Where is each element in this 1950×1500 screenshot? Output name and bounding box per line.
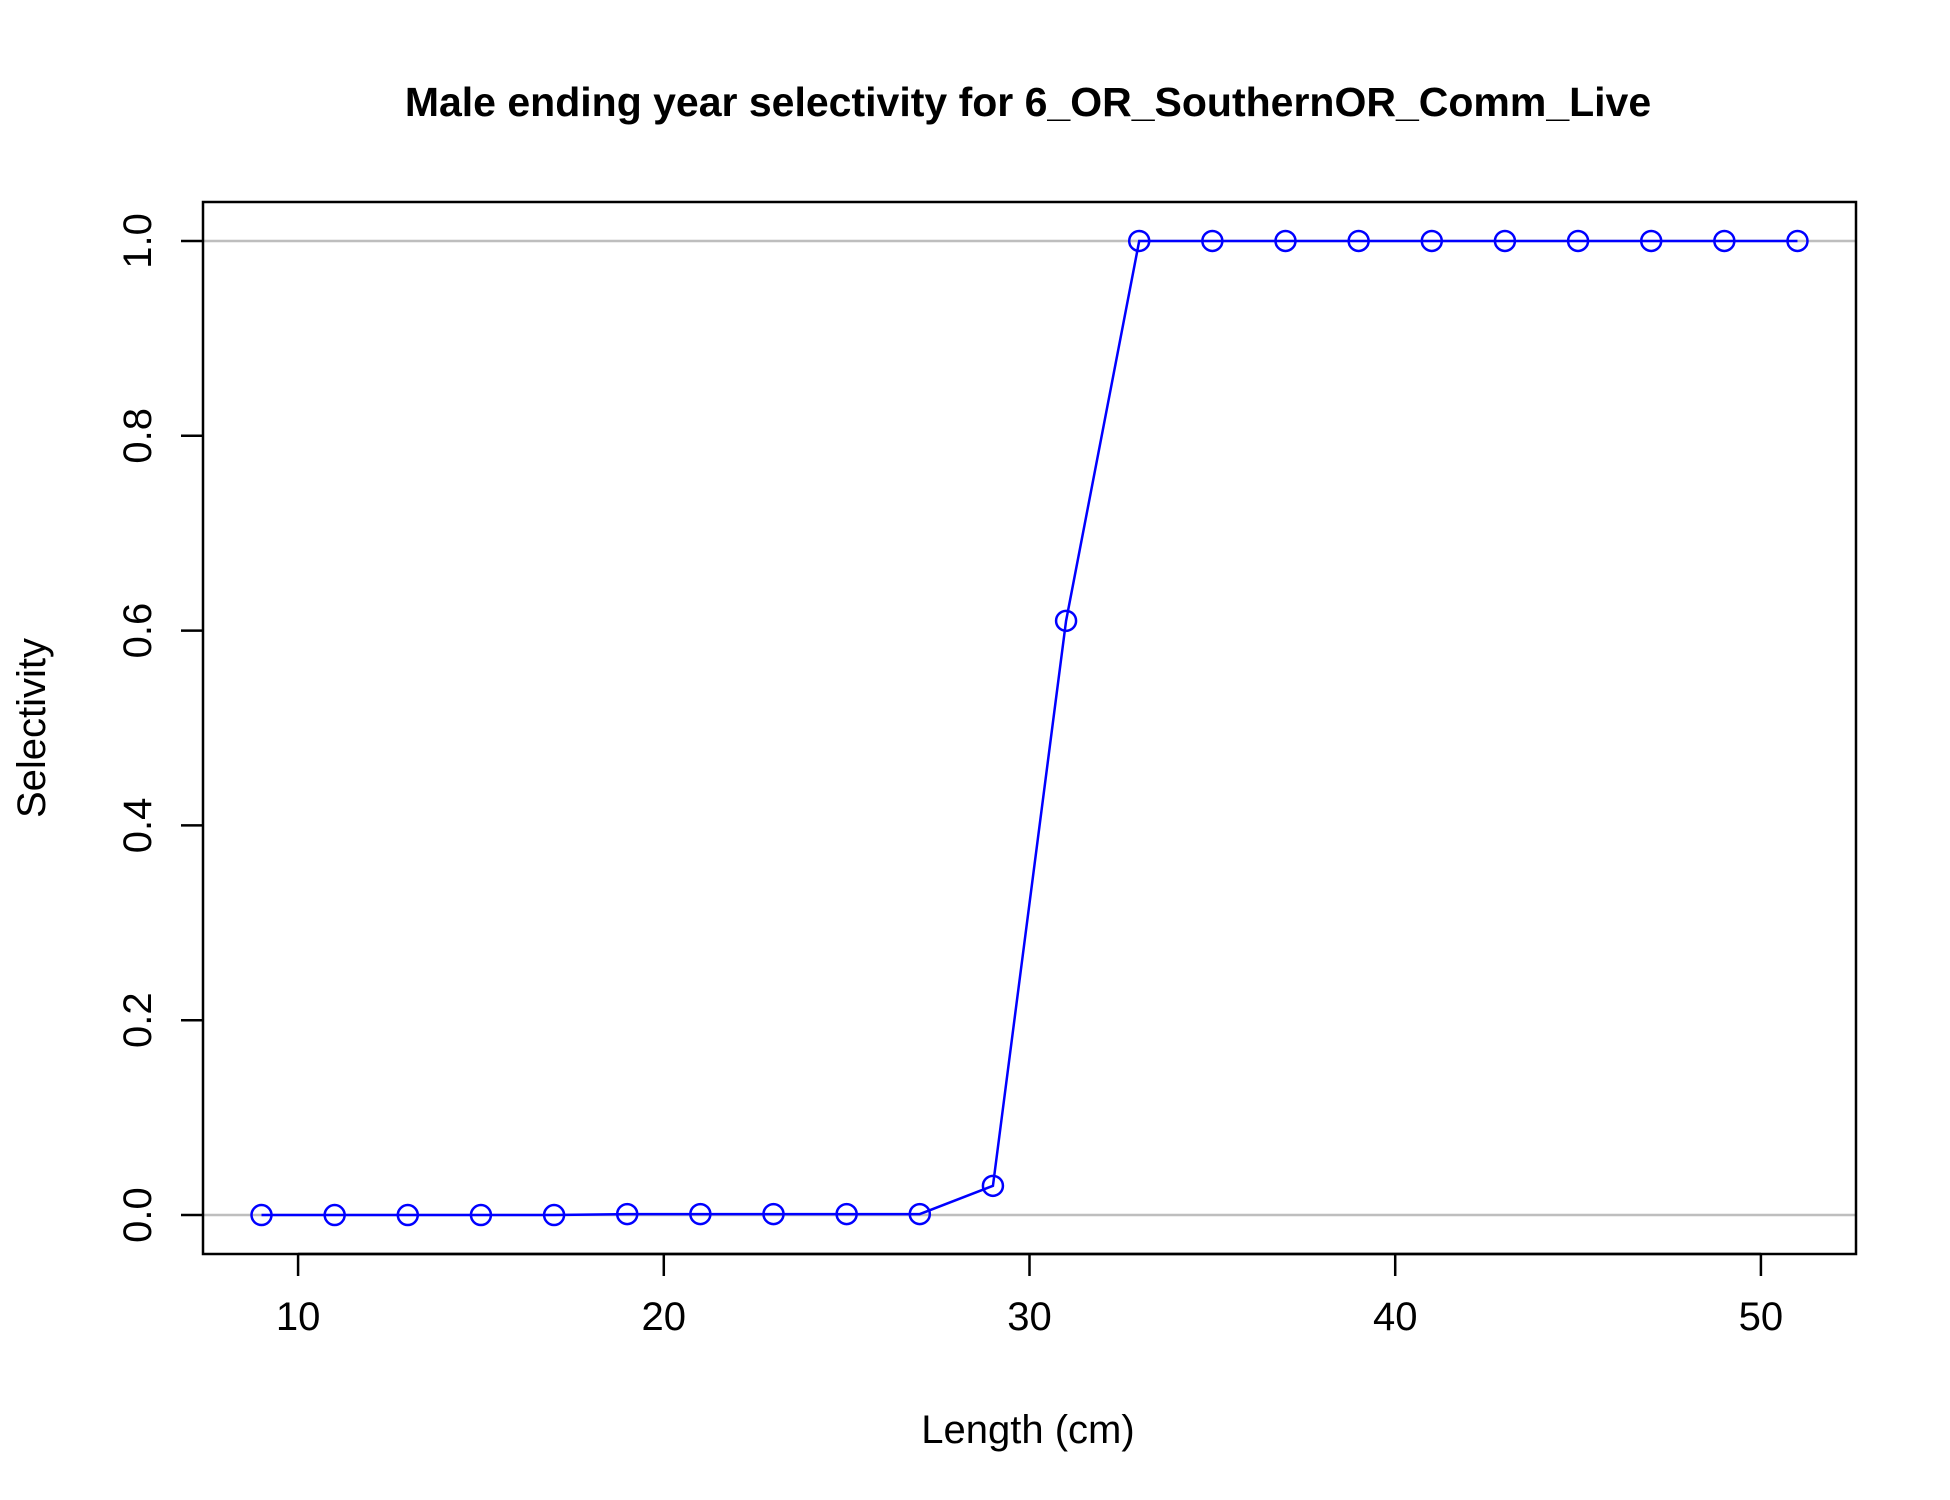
- data-point-0: [250, 1203, 273, 1227]
- x-tick-label-2: 30: [1007, 1295, 1052, 1339]
- y-tick-label-2: 0.4: [116, 798, 160, 854]
- series-line-0: [261, 239, 1798, 1217]
- plot-frame: [201, 200, 1858, 1256]
- y-tick-label-3: 0.6: [116, 603, 160, 659]
- y-axis: 0.0 0.2 0.4 0.6 0.8 1.0: [116, 213, 203, 1243]
- data-point-19: [1639, 229, 1663, 253]
- x-axis-title: Length (cm): [921, 1408, 1134, 1452]
- data-point-18: [1566, 229, 1590, 253]
- y-tick-label-0: 0.0: [116, 1187, 160, 1243]
- data-point-12: [1127, 229, 1151, 253]
- x-tick-label-3: 40: [1373, 1295, 1418, 1339]
- data-point-10: [981, 1174, 1005, 1198]
- data-point-16: [1420, 229, 1444, 253]
- x-tick-label-0: 10: [276, 1295, 321, 1339]
- reference-lines: [203, 239, 1856, 1217]
- data-point-21: [1786, 229, 1809, 253]
- y-tick-label-4: 0.8: [116, 408, 160, 464]
- series-layer: [250, 229, 1809, 1227]
- y-tick-label-5: 1.0: [116, 213, 160, 269]
- x-axis: 10 20 30 40 50: [276, 1252, 1784, 1339]
- data-point-8: [835, 1202, 858, 1226]
- data-point-1: [323, 1203, 346, 1227]
- data-point-5: [615, 1202, 639, 1226]
- data-point-9: [908, 1202, 932, 1226]
- y-axis-title: Selectivity: [10, 638, 54, 818]
- chart-title: Male ending year selectivity for 6_OR_So…: [405, 79, 1651, 125]
- data-point-17: [1493, 229, 1517, 253]
- data-point-7: [762, 1202, 785, 1226]
- data-point-11: [1054, 609, 1078, 633]
- data-point-6: [689, 1202, 712, 1226]
- data-point-20: [1713, 229, 1736, 253]
- data-point-13: [1201, 229, 1224, 253]
- x-tick-label-4: 50: [1739, 1295, 1784, 1339]
- data-point-3: [469, 1203, 493, 1227]
- y-tick-label-1: 0.2: [116, 992, 160, 1048]
- x-tick-label-1: 20: [642, 1295, 687, 1339]
- data-point-14: [1274, 229, 1297, 253]
- data-point-2: [396, 1203, 420, 1227]
- data-point-15: [1347, 229, 1370, 253]
- data-point-4: [542, 1203, 566, 1227]
